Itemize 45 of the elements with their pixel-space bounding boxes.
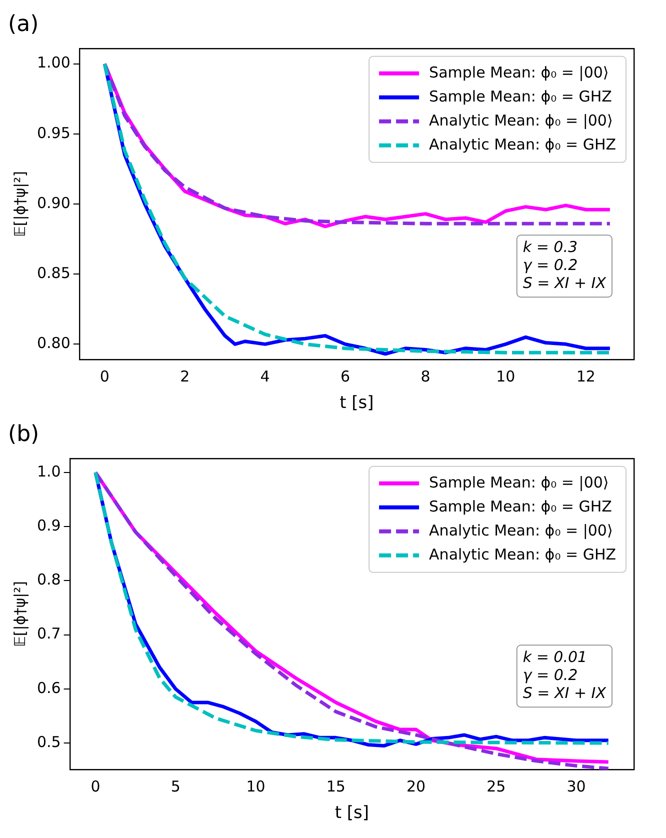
x-tick-label: 15 xyxy=(326,777,346,796)
x-tick-label: 4 xyxy=(260,367,270,386)
x-tick-label: 2 xyxy=(180,367,190,386)
y-tick-label: 0.90 xyxy=(36,194,70,212)
y-tick-label: 0.6 xyxy=(36,678,61,697)
annotation: γ = 0.2 xyxy=(522,256,578,274)
y-axis-title: 𝔼[|ϕ†ψ|²] xyxy=(10,580,29,648)
legend-label: Sample Mean: ϕ₀ = |00⟩ xyxy=(429,473,609,492)
x-axis-title: t [s] xyxy=(334,803,370,824)
annotation: S = XI + IX xyxy=(522,684,607,702)
y-tick-label: 0.5 xyxy=(36,732,61,751)
y-tick-label: 0.85 xyxy=(36,264,70,282)
x-tick-label: 8 xyxy=(420,367,430,386)
annotation: k = 0.3 xyxy=(522,238,578,256)
x-tick-label: 10 xyxy=(246,777,266,796)
x-tick-label: 10 xyxy=(496,367,516,386)
annotation: S = XI + IX xyxy=(522,274,607,292)
x-tick-label: 6 xyxy=(340,367,350,386)
y-tick-label: 0.95 xyxy=(36,124,70,142)
x-tick-label: 5 xyxy=(170,777,180,796)
legend-label: Analytic Mean: ϕ₀ = |00⟩ xyxy=(429,521,613,540)
annotation: k = 0.01 xyxy=(522,648,588,666)
annotation: γ = 0.2 xyxy=(522,666,578,684)
y-tick-label: 0.7 xyxy=(36,624,61,643)
y-tick-label: 1.0 xyxy=(36,462,61,480)
legend-label: Analytic Mean: ϕ₀ = |00⟩ xyxy=(429,111,613,130)
chart-title: (a) xyxy=(8,12,39,37)
y-tick-label: 1.00 xyxy=(36,54,70,72)
x-tick-label: 30 xyxy=(566,777,586,796)
chart-title: (b) xyxy=(8,422,40,447)
x-tick-label: 0 xyxy=(90,777,100,796)
legend-label: Analytic Mean: ϕ₀ = GHZ xyxy=(429,135,616,154)
y-tick-label: 0.9 xyxy=(36,516,61,534)
x-tick-label: 20 xyxy=(406,777,426,796)
x-tick-label: 0 xyxy=(100,367,110,386)
x-tick-label: 12 xyxy=(576,367,596,386)
y-axis-title: 𝔼[|ϕ†ψ|²] xyxy=(10,170,29,238)
legend-label: Sample Mean: ϕ₀ = GHZ xyxy=(429,87,612,106)
legend-label: Analytic Mean: ϕ₀ = GHZ xyxy=(429,545,616,564)
legend-label: Sample Mean: ϕ₀ = GHZ xyxy=(429,497,612,516)
y-tick-label: 0.8 xyxy=(36,570,61,589)
y-tick-label: 0.80 xyxy=(36,334,70,352)
legend-label: Sample Mean: ϕ₀ = |00⟩ xyxy=(429,63,609,82)
x-tick-label: 25 xyxy=(486,777,506,796)
x-axis-title: t [s] xyxy=(340,393,374,414)
